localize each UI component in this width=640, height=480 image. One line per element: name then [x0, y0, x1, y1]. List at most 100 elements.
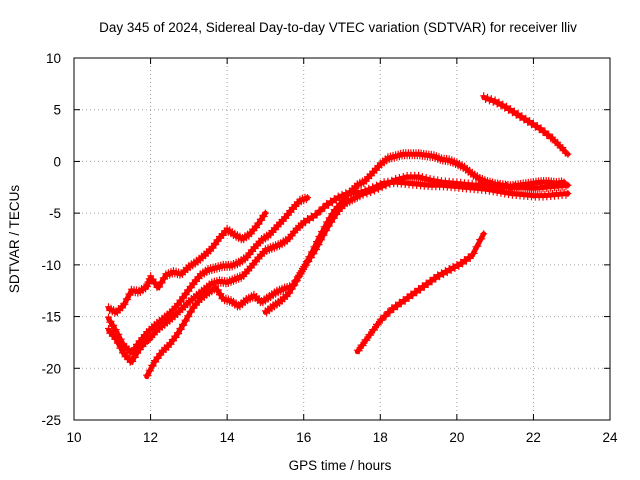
series-track-7 — [480, 92, 572, 158]
data-point — [382, 313, 390, 320]
data-point — [182, 317, 190, 325]
data-point — [432, 275, 440, 283]
data-point — [447, 267, 455, 274]
data-point — [290, 280, 297, 288]
data-point — [134, 349, 142, 357]
data-point — [173, 329, 181, 337]
data-point — [309, 214, 317, 222]
data-point — [329, 211, 337, 219]
data-point — [216, 291, 223, 299]
data-point — [297, 267, 305, 275]
data-point — [459, 260, 467, 268]
data-point — [470, 249, 478, 257]
y-tick-label: 5 — [53, 103, 61, 118]
data-point — [440, 271, 447, 279]
data-point — [478, 235, 486, 243]
data-point — [367, 331, 375, 339]
data-point — [121, 300, 129, 308]
data-point — [324, 219, 332, 227]
data-point — [533, 122, 541, 129]
data-point — [254, 219, 262, 227]
data-point — [130, 352, 138, 360]
data-point — [158, 279, 166, 287]
grid-layer — [74, 58, 610, 420]
x-axis-label: GPS time / hours — [289, 458, 392, 473]
data-point — [185, 313, 193, 320]
data-point — [510, 107, 518, 115]
data-point — [181, 316, 189, 324]
data-point — [378, 316, 386, 324]
data-point — [295, 271, 303, 279]
data-point — [374, 185, 382, 193]
y-tick-label: -15 — [41, 310, 61, 325]
data-point — [149, 362, 157, 370]
data-point — [105, 313, 112, 321]
data-point — [316, 233, 324, 241]
data-point — [157, 278, 165, 286]
data-point — [133, 348, 140, 356]
data-point — [177, 325, 185, 333]
x-tick-label: 24 — [602, 430, 618, 445]
chart-title: Day 345 of 2024, Sidereal Day-to-day VTE… — [99, 20, 577, 35]
data-point — [319, 228, 327, 236]
data-point — [172, 333, 180, 341]
data-point — [378, 184, 386, 192]
y-tick-label: 10 — [46, 51, 61, 66]
data-point — [327, 215, 334, 223]
data-point — [108, 322, 116, 330]
axis-layer: 10 12 14 16 18 20 22 24 -25 -20 -15 -10 -5 0 5 10 — [41, 51, 618, 445]
data-point — [311, 243, 319, 251]
data-point — [286, 289, 294, 297]
data-point — [301, 263, 309, 271]
data-point — [112, 334, 120, 342]
data-point — [298, 268, 306, 276]
data-point — [255, 220, 263, 228]
data-point — [529, 119, 537, 127]
data-point — [317, 208, 325, 215]
data-point — [462, 257, 470, 265]
data-point — [293, 277, 301, 285]
data-point — [325, 201, 333, 209]
data-point — [304, 258, 311, 266]
data-point — [328, 210, 336, 218]
data-point — [443, 269, 451, 277]
data-point — [184, 312, 192, 320]
data-point — [451, 264, 459, 272]
data-point — [480, 230, 488, 238]
data-point — [107, 317, 115, 325]
data-point — [186, 307, 194, 315]
data-point — [491, 96, 499, 104]
data-point — [256, 215, 264, 223]
y-tick-label: -5 — [49, 206, 61, 221]
data-point — [115, 339, 123, 347]
data-point — [292, 276, 300, 284]
data-point — [321, 223, 329, 231]
data-point — [110, 321, 118, 329]
data-point — [175, 330, 183, 338]
data-point — [284, 288, 292, 296]
data-point — [420, 283, 428, 291]
data-point — [455, 262, 463, 270]
data-point — [428, 278, 436, 286]
data-point — [549, 133, 557, 141]
data-point — [554, 138, 562, 146]
data-point — [487, 95, 495, 103]
data-point — [321, 204, 329, 212]
y-tick-label: -10 — [41, 258, 61, 273]
data-point — [127, 357, 135, 365]
x-tick-label: 10 — [66, 430, 81, 445]
x-tick-label: 18 — [373, 430, 388, 445]
data-point — [564, 181, 572, 189]
data-point — [258, 216, 266, 224]
data-point — [313, 211, 321, 219]
data-point — [261, 209, 269, 217]
data-point — [564, 189, 572, 197]
data-point — [359, 342, 367, 349]
data-point — [526, 117, 534, 125]
data-point — [507, 105, 514, 113]
data-point — [217, 290, 225, 298]
data-point — [359, 191, 367, 199]
data-point — [328, 199, 336, 207]
data-point — [212, 282, 220, 290]
series-track-2 — [105, 193, 312, 357]
